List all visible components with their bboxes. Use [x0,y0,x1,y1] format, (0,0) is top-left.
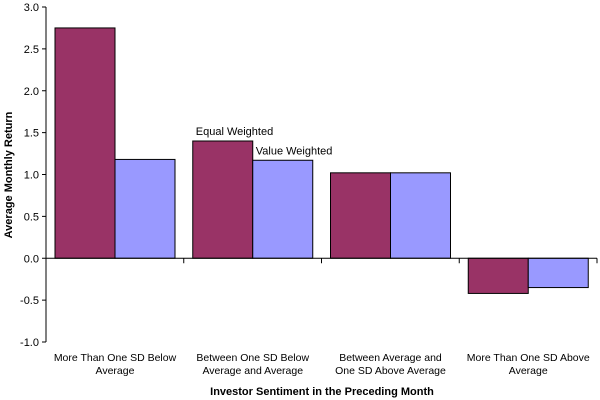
bar-equal-weighted-1 [54,27,116,259]
y-tick-label: 2.0 [24,86,39,98]
bar-equal-weighted-4 [467,257,529,294]
x-category-labels: More Than One SD Below Average Between One… [54,352,590,377]
x-category-label: More Than One SD Below Average [54,352,177,377]
y-tick-label: 3.0 [24,2,39,14]
bar-equal-weighted-2 [192,140,254,259]
series-label-equal-weighted: Equal Weighted [196,126,273,138]
x-category-label: Between Average and One SD Above Average [335,352,446,377]
x-category-label: More Than One SD Above Average [467,352,590,377]
series-label-value-weighted: Value Weighted [256,145,333,157]
y-tick-label: 0.5 [24,211,39,223]
y-tick-label: 2.5 [24,44,39,56]
axes-layer [42,6,598,343]
y-tick-label: 1.0 [24,170,39,182]
bar-value-weighted-2 [252,159,314,259]
y-tick-labels: 3.0 2.5 2.0 1.5 1.0 0.5 0.0 -0.5 -1.0 [20,2,39,349]
y-tick-label: 1.5 [24,128,39,140]
bar-value-weighted-3 [390,172,451,259]
y-axis-title: Average Monthly Return [3,111,15,238]
series-labels: Equal Weighted Value Weighted [196,126,333,157]
x-axis-title: Investor Sentiment in the Preceding Mont… [210,386,434,398]
y-tick-label: 0.0 [24,253,39,265]
y-tick-label: -0.5 [20,295,39,307]
bars-layer [54,27,589,294]
y-tick-label: -1.0 [20,337,39,349]
bar-equal-weighted-3 [330,172,391,259]
bar-value-weighted-4 [527,257,589,289]
bar-value-weighted-1 [114,158,176,259]
x-category-label: Between One SD Below Average and Average [196,352,309,377]
